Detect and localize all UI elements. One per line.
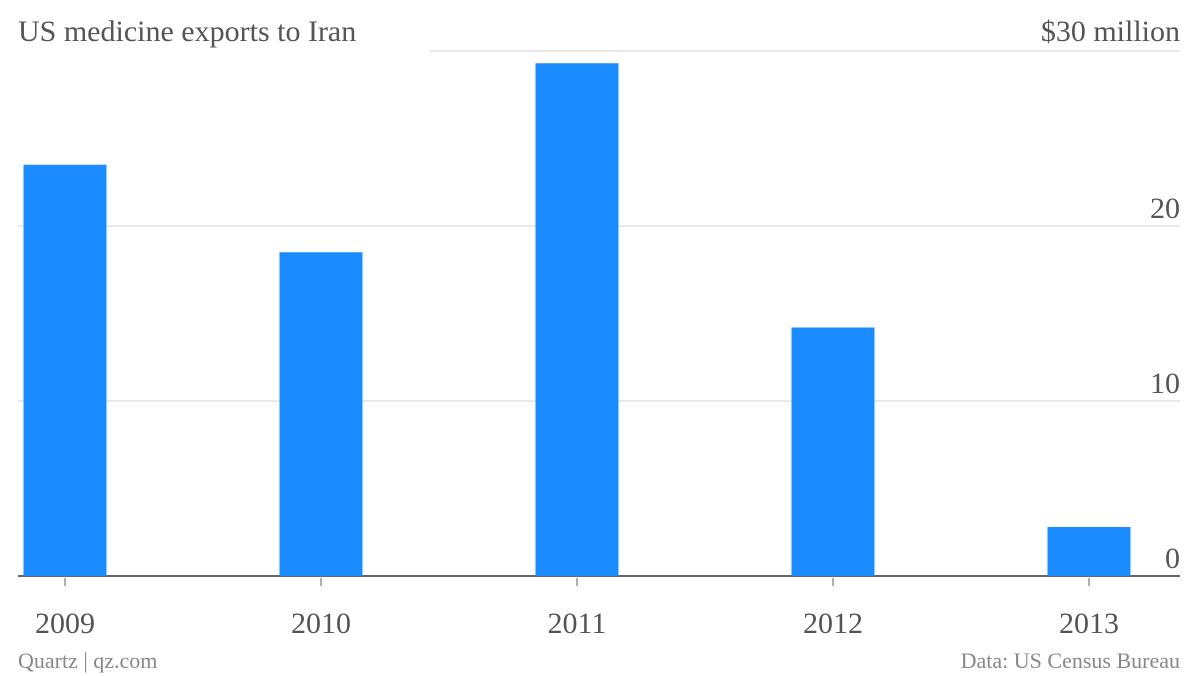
x-tick-label: 2013 [1059, 607, 1119, 640]
y-tick-label: 20 [1150, 192, 1180, 225]
x-tick-label: 2010 [291, 607, 351, 640]
y-tick-label: $30 million [1041, 15, 1180, 48]
bar [279, 252, 363, 576]
bar [535, 63, 619, 576]
source: Data: US Census Bureau [961, 648, 1180, 673]
x-tick-label: 2011 [548, 607, 607, 640]
x-tick-label: 2009 [35, 607, 95, 640]
x-tick-label: 2012 [803, 607, 863, 640]
credit: Quartz | qz.com [18, 648, 157, 673]
bar [791, 327, 875, 576]
chart-title: US medicine exports to Iran [18, 15, 356, 48]
y-tick-label: 0 [1165, 542, 1180, 575]
bar [1047, 527, 1131, 576]
bar [23, 164, 107, 576]
y-tick-label: 10 [1150, 367, 1180, 400]
